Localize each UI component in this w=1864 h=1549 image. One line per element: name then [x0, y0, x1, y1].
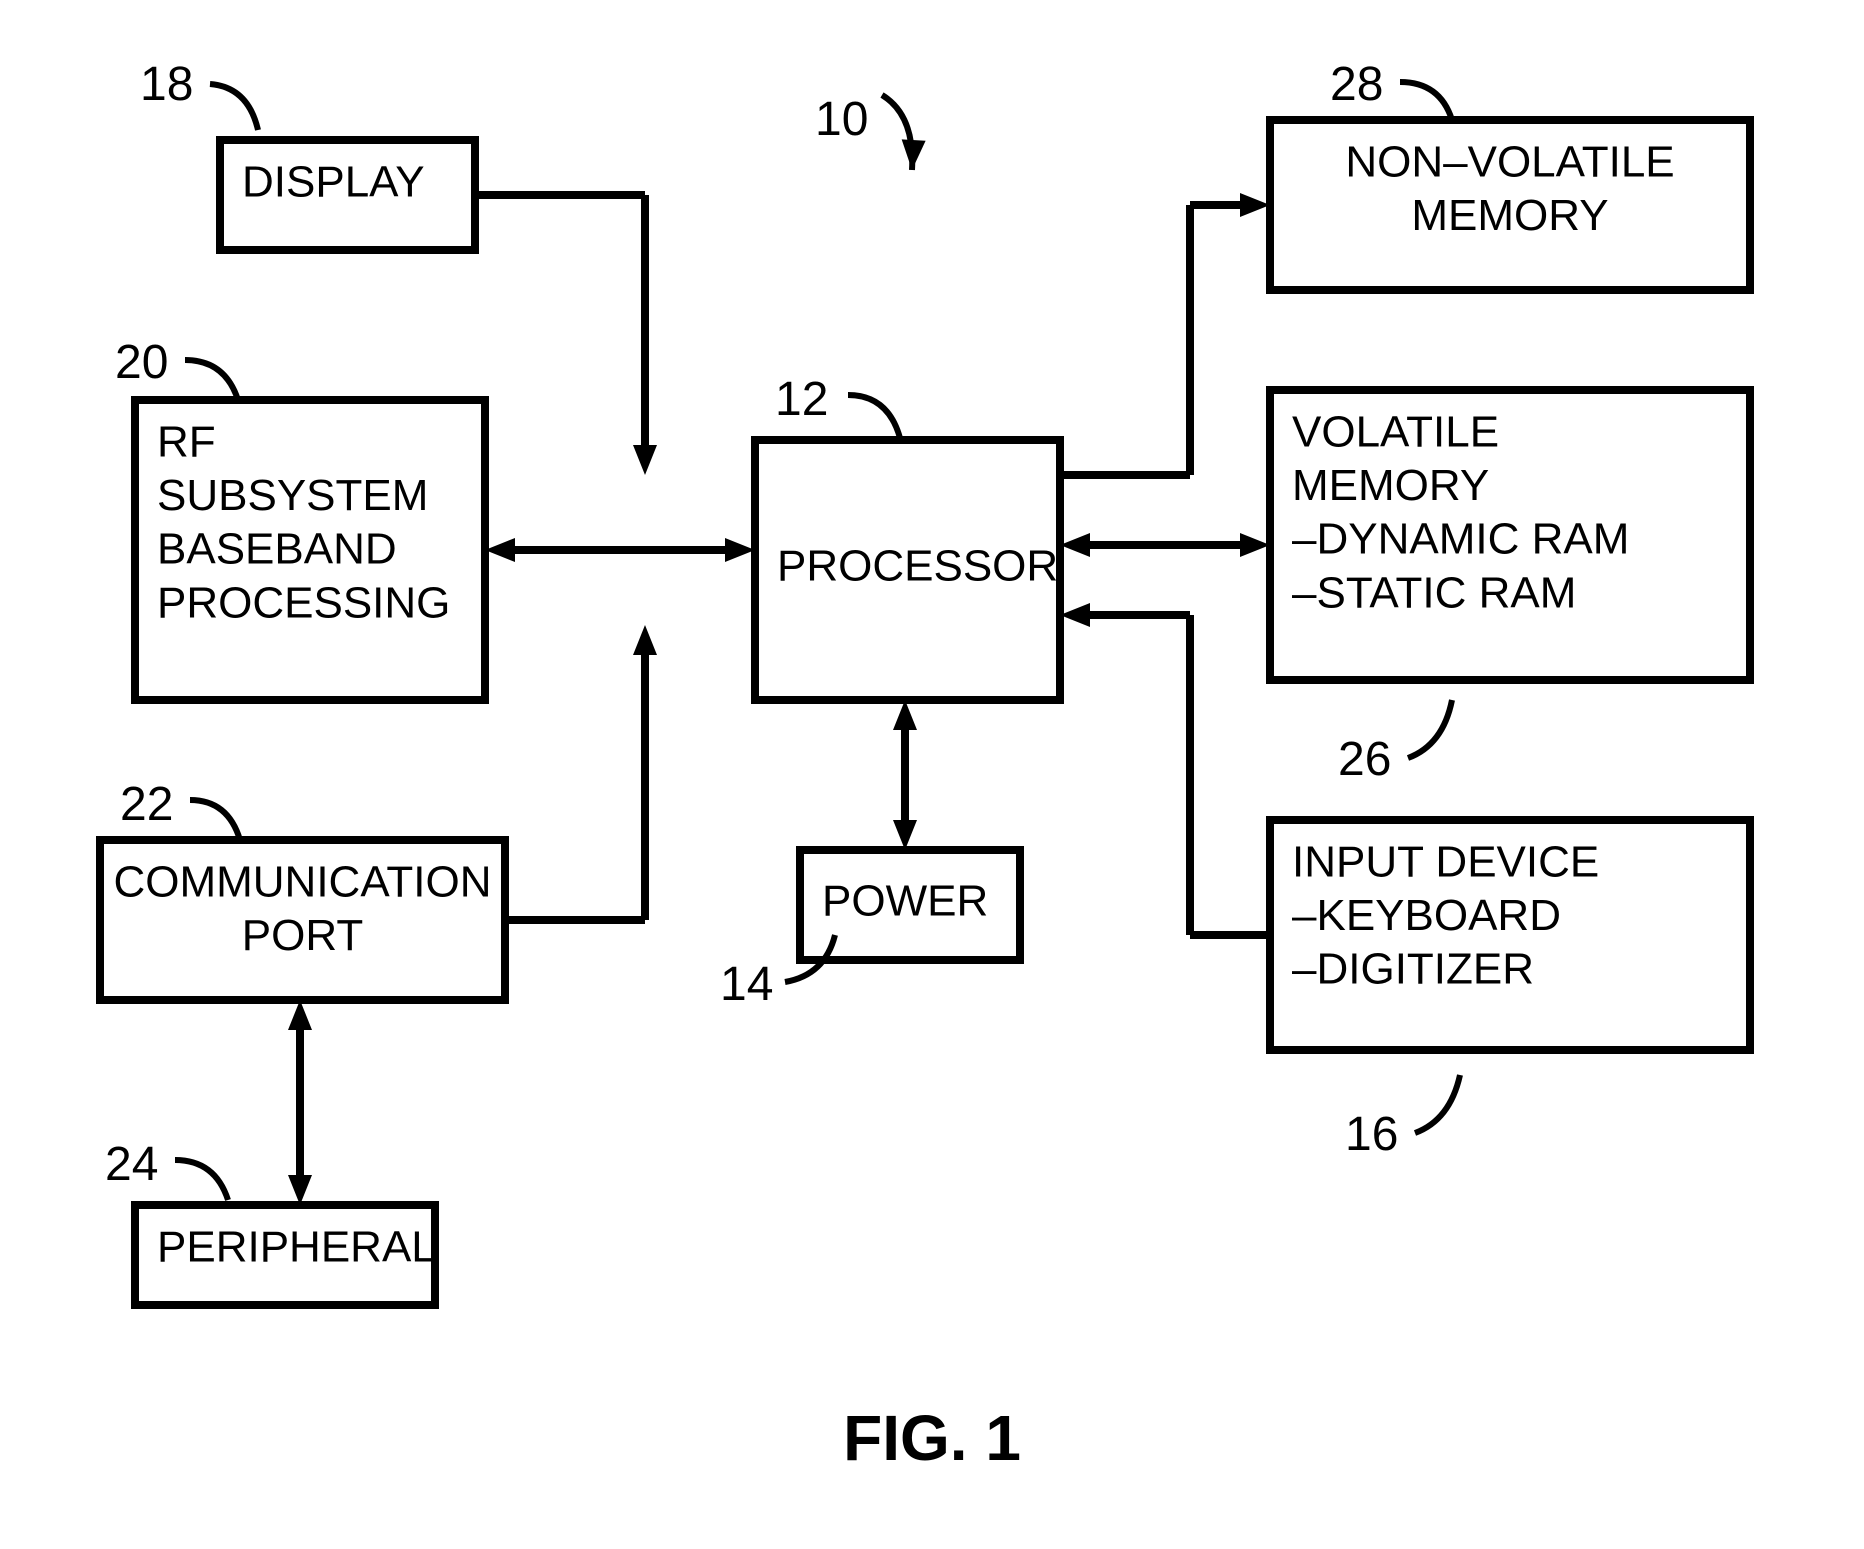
ref-24-lead [175, 1160, 228, 1200]
node-input-label-0: INPUT DEVICE [1292, 837, 1599, 886]
ref-10: 10 [815, 93, 868, 146]
node-display-label-0: DISPLAY [242, 157, 425, 206]
ref-20: 20 [115, 336, 168, 389]
node-input-label-1: –KEYBOARD [1292, 891, 1561, 940]
ref-22: 22 [120, 778, 173, 831]
node-power-label-0: POWER [822, 877, 988, 926]
node-vmem-label-0: VOLATILE [1292, 407, 1499, 456]
ref-12: 12 [775, 373, 828, 426]
node-rf-label-2: BASEBAND [157, 525, 397, 574]
node-rf-label-1: SUBSYSTEM [157, 471, 428, 520]
node-input-label-2: –DIGITIZER [1292, 945, 1534, 994]
node-vmem-label-1: MEMORY [1292, 461, 1489, 510]
node-commport-label-0: COMMUNICATION [113, 857, 491, 906]
node-nvmem-label-1: MEMORY [1411, 191, 1608, 240]
ref-26: 26 [1338, 733, 1391, 786]
node-commport-label-1: PORT [242, 911, 363, 960]
node-nvmem-label-0: NON–VOLATILE [1345, 137, 1674, 186]
node-rf-label-3: PROCESSING [157, 578, 450, 627]
ref-16: 16 [1345, 1108, 1398, 1161]
ref-28: 28 [1330, 58, 1383, 111]
node-rf-label-0: RF [157, 417, 216, 466]
block-diagram: DISPLAY RF SUBSYSTEM BASEBANDPROCESSING COMM… [0, 0, 1864, 1549]
node-processor-label-0: PROCESSOR [777, 542, 1058, 591]
ref-14: 14 [720, 958, 773, 1011]
ref-18-lead [210, 84, 258, 130]
ref-18: 18 [140, 58, 193, 111]
ref-24: 24 [105, 1138, 158, 1191]
ref-16-lead [1415, 1075, 1460, 1133]
ref-26-lead [1408, 700, 1452, 758]
figure-caption: FIG. 1 [843, 1402, 1021, 1474]
node-vmem-label-2: –DYNAMIC RAM [1292, 515, 1629, 564]
node-vmem-label-3: –STATIC RAM [1292, 568, 1576, 617]
ref-28-lead [1400, 82, 1452, 120]
ref-20-lead [185, 360, 238, 400]
ref-10-lead [882, 95, 912, 170]
node-peripheral-label-0: PERIPHERAL [157, 1222, 436, 1271]
ref-22-lead [190, 800, 240, 840]
ref-12-lead [848, 395, 900, 438]
